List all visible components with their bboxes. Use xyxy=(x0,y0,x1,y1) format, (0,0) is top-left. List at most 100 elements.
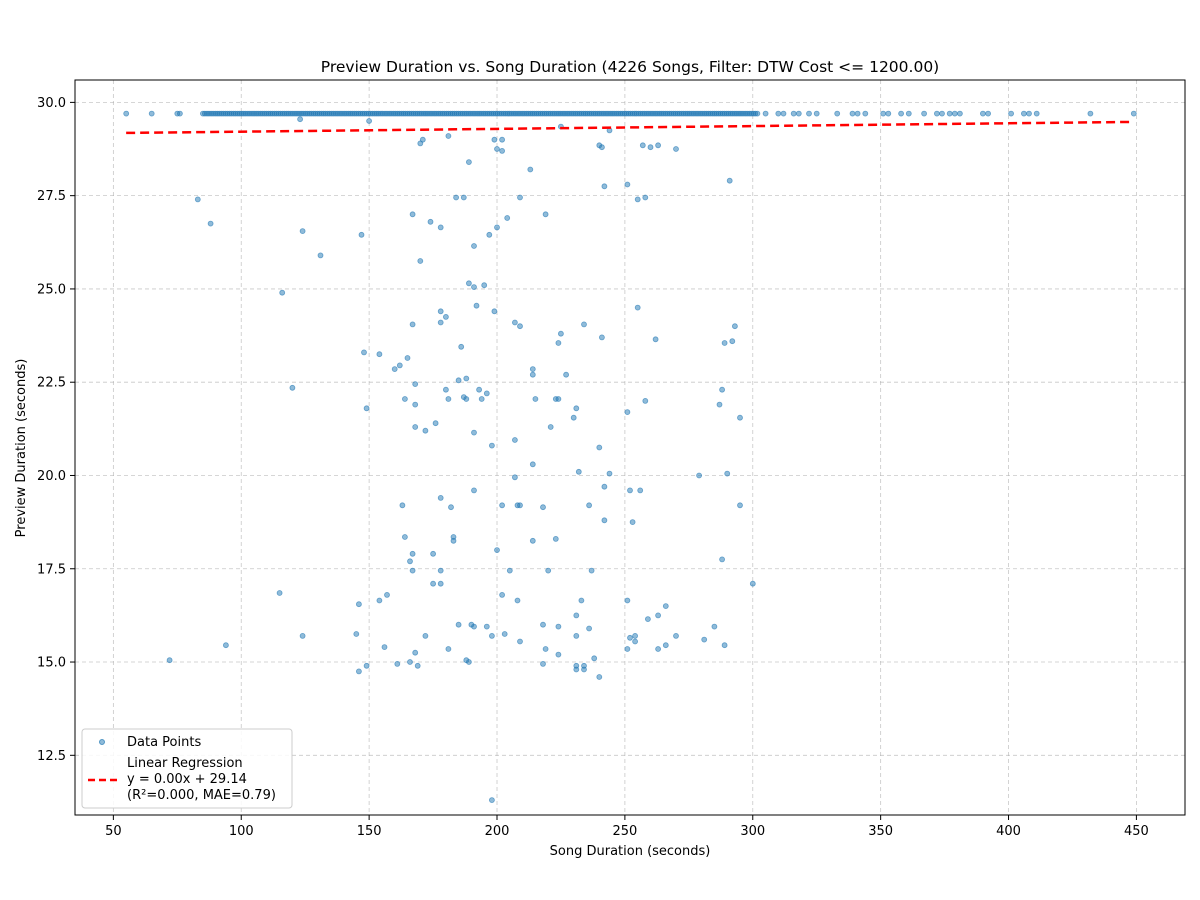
data-point xyxy=(581,321,587,328)
data-point xyxy=(445,646,452,652)
data-point xyxy=(401,534,408,540)
data-point xyxy=(655,646,661,652)
x-tick-label: 250 xyxy=(612,824,637,839)
data-point xyxy=(696,472,702,479)
data-point xyxy=(581,662,587,669)
data-point xyxy=(358,231,365,238)
data-point xyxy=(601,483,608,490)
y-tick-label: 12.5 xyxy=(37,749,66,764)
data-point xyxy=(754,110,761,117)
grid xyxy=(75,80,1185,815)
data-point xyxy=(432,420,439,427)
data-point xyxy=(1087,110,1094,117)
data-point xyxy=(639,142,646,149)
data-point xyxy=(642,194,649,201)
data-point xyxy=(655,612,661,619)
data-point xyxy=(596,444,603,451)
chart-title: Preview Duration vs. Song Duration (4226… xyxy=(321,58,939,76)
data-point xyxy=(517,323,523,330)
data-point xyxy=(540,504,546,511)
y-tick-label: 20.0 xyxy=(37,469,66,484)
data-point xyxy=(547,424,554,430)
y-tick-label: 25.0 xyxy=(37,282,66,297)
data-point xyxy=(540,661,546,667)
data-point xyxy=(586,625,592,632)
data-point xyxy=(512,319,518,326)
data-point xyxy=(465,280,472,287)
data-point xyxy=(662,642,669,649)
data-point xyxy=(437,494,444,501)
x-tick-label: 450 xyxy=(1124,824,1149,839)
data-point xyxy=(437,319,444,326)
x-tick-label: 100 xyxy=(229,824,254,839)
data-point xyxy=(573,666,580,673)
data-point xyxy=(460,194,467,201)
data-point xyxy=(499,592,506,598)
data-point xyxy=(637,487,644,494)
data-point xyxy=(512,437,518,443)
data-point xyxy=(409,550,416,557)
data-point xyxy=(376,597,383,604)
data-point xyxy=(276,590,283,596)
data-point xyxy=(642,397,649,404)
x-tick-label: 350 xyxy=(868,824,893,839)
data-point xyxy=(488,442,495,449)
data-point xyxy=(437,308,444,315)
data-point xyxy=(662,603,669,609)
data-point xyxy=(724,470,731,477)
data-point xyxy=(596,674,603,680)
data-point xyxy=(499,147,506,154)
data-point xyxy=(207,220,214,227)
data-point xyxy=(463,375,470,382)
data-point xyxy=(775,110,782,117)
data-point xyxy=(599,144,605,151)
data-point xyxy=(437,224,444,231)
data-point xyxy=(1026,110,1032,117)
data-point xyxy=(578,597,585,604)
regression-line xyxy=(126,120,1134,135)
data-point xyxy=(632,633,638,639)
data-point xyxy=(573,405,580,412)
data-point xyxy=(463,396,470,402)
data-point xyxy=(430,550,437,557)
data-point xyxy=(471,243,477,249)
data-point xyxy=(437,580,444,587)
data-point xyxy=(517,502,523,509)
data-point xyxy=(481,282,488,289)
data-point xyxy=(355,668,362,675)
data-point xyxy=(391,366,398,373)
data-point xyxy=(673,146,679,152)
data-point xyxy=(394,661,401,667)
data-point xyxy=(737,502,743,509)
y-tick-label: 30.0 xyxy=(37,96,66,111)
data-point xyxy=(732,323,738,330)
x-tick-label: 50 xyxy=(105,824,122,839)
data-point xyxy=(862,110,869,117)
data-point xyxy=(396,362,403,369)
data-point xyxy=(570,414,577,421)
data-point xyxy=(624,409,631,416)
data-point xyxy=(558,330,564,337)
legend-label-regression-line3: (R²=0.000, MAE=0.79) xyxy=(127,788,276,803)
data-point xyxy=(148,110,155,117)
data-point xyxy=(645,616,651,622)
data-point xyxy=(529,537,536,544)
data-point xyxy=(412,401,419,408)
legend-label-regression-line2: y = 0.00x + 29.14 xyxy=(127,772,247,787)
data-point xyxy=(222,642,229,649)
data-point xyxy=(445,133,452,139)
data-point xyxy=(885,110,892,117)
data-point xyxy=(279,289,286,296)
data-point xyxy=(504,215,511,221)
data-point xyxy=(586,502,592,509)
data-point xyxy=(381,644,388,650)
legend: Data Points Linear Regression y = 0.00x … xyxy=(81,728,293,809)
data-point xyxy=(488,797,495,803)
data-point xyxy=(555,623,562,630)
data-point xyxy=(499,502,506,509)
data-point xyxy=(517,638,523,645)
data-point xyxy=(471,623,477,630)
data-point xyxy=(951,110,958,117)
data-point xyxy=(430,580,437,587)
data-point xyxy=(488,633,495,639)
